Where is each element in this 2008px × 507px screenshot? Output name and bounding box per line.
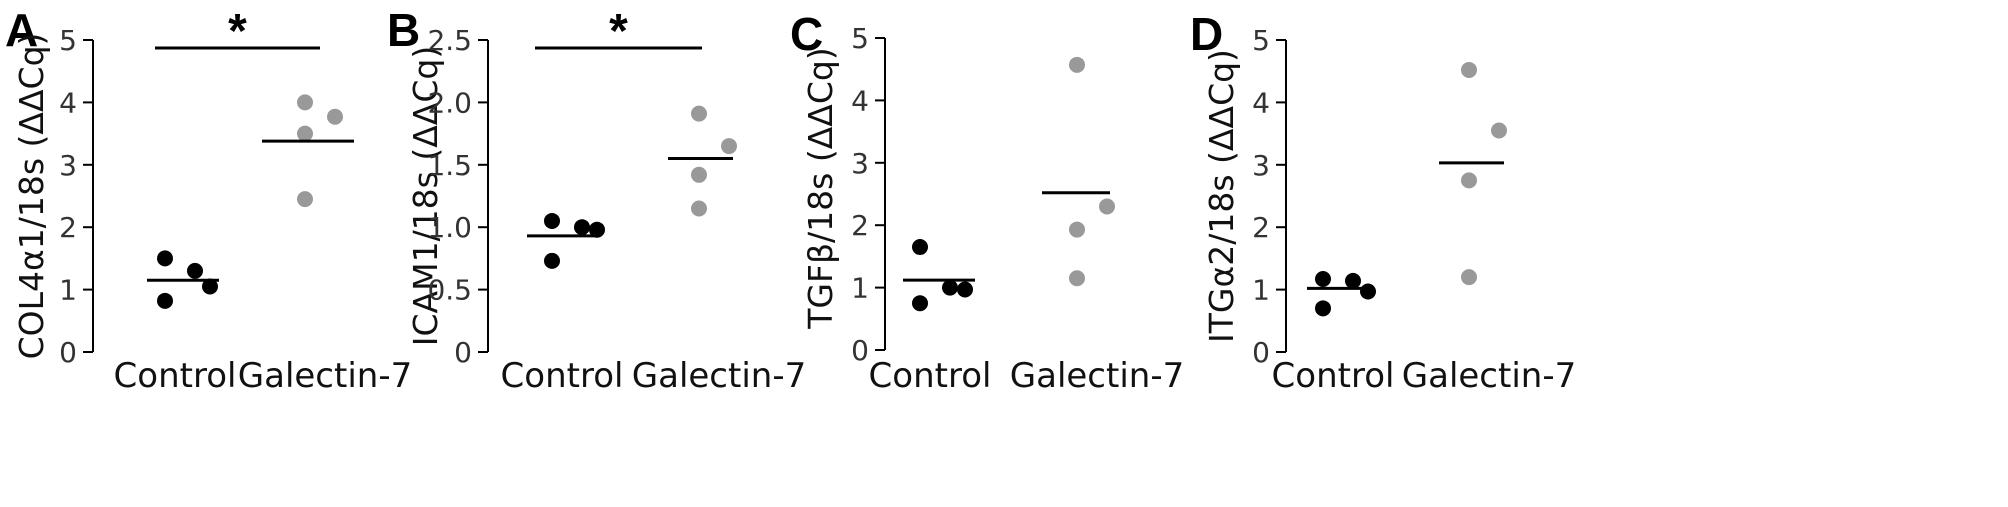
x-category-label: Control — [869, 356, 992, 396]
data-point-galectin-7 — [1069, 221, 1085, 238]
y-tick-label: 4 — [1252, 86, 1270, 119]
y-tick-label: 0 — [454, 336, 472, 369]
y-tick-label: 1 — [1252, 274, 1270, 307]
panel-letter: A — [5, 4, 38, 56]
y-tick-label: 2 — [851, 209, 869, 242]
data-point-galectin-7 — [721, 138, 737, 155]
data-point-control — [544, 212, 560, 229]
data-point-galectin-7 — [691, 200, 707, 217]
y-tick-label: 5 — [851, 22, 869, 55]
data-point-galectin-7 — [1069, 270, 1085, 287]
y-tick-label: 3 — [851, 147, 869, 180]
data-point-galectin-7 — [1461, 269, 1477, 286]
y-tick-label: 0 — [851, 334, 869, 367]
x-category-label: Galectin-7 — [238, 356, 412, 396]
y-tick-label: 3 — [59, 149, 77, 182]
y-tick-label: 0 — [1252, 336, 1270, 369]
y-tick-label: 4 — [59, 86, 77, 119]
y-axis-title: ITGα2/18s (ΔΔCq) — [1202, 49, 1241, 343]
data-point-control — [544, 252, 560, 269]
data-point-control — [912, 239, 928, 256]
data-point-galectin-7 — [1461, 61, 1477, 78]
x-category-label: Control — [501, 356, 624, 396]
data-point-control — [942, 279, 958, 296]
y-tick-label: 2 — [1252, 211, 1270, 244]
data-point-galectin-7 — [297, 125, 313, 142]
y-axis-title: COL4α1/18s (ΔΔCq) — [12, 33, 51, 360]
data-point-galectin-7 — [327, 108, 343, 125]
data-point-galectin-7 — [1069, 56, 1085, 73]
y-tick-label: 2 — [59, 211, 77, 244]
panel-letter: D — [1190, 8, 1223, 60]
x-category-label: Galectin-7 — [1010, 356, 1184, 396]
y-axis-title: TGFβ/18s (ΔΔCq) — [801, 47, 840, 329]
y-tick-label: 2.5 — [427, 24, 472, 57]
y-tick-label: 0 — [59, 336, 77, 369]
panel-letter: B — [387, 4, 420, 56]
panel-letter: C — [790, 8, 823, 60]
x-category-label: Galectin-7 — [632, 356, 806, 396]
y-tick-label: 4 — [851, 84, 869, 117]
data-point-control — [202, 278, 218, 295]
data-point-control — [1315, 270, 1331, 287]
data-point-control — [157, 250, 173, 267]
data-point-control — [957, 281, 973, 298]
x-category-label: Control — [114, 356, 237, 396]
data-point-galectin-7 — [691, 166, 707, 183]
data-point-control — [157, 292, 173, 309]
data-point-control — [1345, 272, 1361, 289]
data-point-control — [187, 262, 203, 279]
data-point-control — [912, 295, 928, 312]
y-tick-label: 5 — [59, 24, 77, 57]
y-axis-title: ICAM1/18s (ΔΔCq) — [406, 46, 445, 347]
y-tick-label: 0.5 — [427, 274, 472, 307]
y-tick-label: 5 — [1252, 24, 1270, 57]
significance-star: * — [228, 5, 247, 58]
x-category-label: Galectin-7 — [1402, 356, 1576, 396]
y-tick-label: 1.0 — [427, 211, 472, 244]
data-point-control — [1360, 283, 1376, 300]
data-point-galectin-7 — [297, 191, 313, 208]
data-point-control — [574, 219, 590, 236]
data-point-galectin-7 — [691, 105, 707, 122]
y-tick-label: 1 — [851, 272, 869, 305]
significance-star: * — [609, 5, 628, 58]
data-point-control — [1315, 300, 1331, 317]
y-tick-label: 2.0 — [427, 86, 472, 119]
data-point-control — [589, 221, 605, 238]
x-category-label: Control — [1272, 356, 1395, 396]
data-point-galectin-7 — [1491, 122, 1507, 139]
data-point-galectin-7 — [297, 94, 313, 111]
y-tick-label: 1 — [59, 274, 77, 307]
y-tick-label: 3 — [1252, 149, 1270, 182]
data-point-galectin-7 — [1461, 172, 1477, 189]
y-tick-label: 1.5 — [427, 149, 472, 182]
data-point-galectin-7 — [1099, 198, 1115, 215]
